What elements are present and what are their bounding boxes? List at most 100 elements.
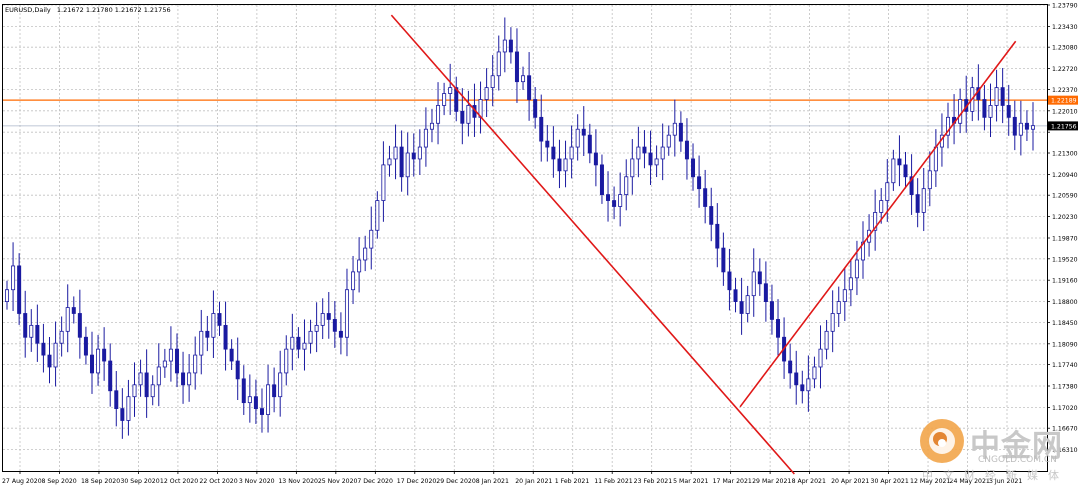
bull-candle-body: [879, 200, 884, 213]
y-tick-label: 1.18800: [1052, 299, 1078, 306]
candle: [375, 191, 380, 239]
bull-candle-body: [842, 289, 847, 302]
candle: [897, 135, 902, 187]
candle: [988, 83, 993, 138]
bull-candle-body: [211, 313, 216, 338]
candle: [776, 299, 781, 356]
candle: [344, 268, 349, 357]
bear-candle-body: [338, 330, 343, 338]
bear-candle-body: [102, 348, 107, 362]
bear-candle-body: [23, 313, 28, 338]
candle: [757, 258, 762, 296]
candle: [508, 27, 513, 64]
bull-candle-body: [927, 170, 932, 190]
bull-candle-body: [848, 277, 853, 291]
bull-candle-body: [284, 348, 289, 374]
trend-lines[interactable]: [390, 14, 1017, 475]
bear-candle-body: [399, 146, 404, 178]
bear-candle-body: [581, 128, 586, 136]
bull-candle-body: [29, 324, 34, 338]
bull-candle-body: [65, 307, 70, 332]
bull-candle-body: [958, 99, 963, 124]
candle: [23, 290, 28, 358]
bear-candle-body: [678, 122, 683, 142]
bear-candle-body: [691, 158, 696, 178]
candle: [873, 189, 878, 251]
candle: [642, 130, 647, 169]
candle: [278, 350, 283, 417]
bull-candle-body: [278, 372, 283, 398]
x-tick-label: 12 Oct 2020: [160, 478, 198, 485]
bear-candle-body: [241, 378, 246, 404]
bull-candle-body: [448, 87, 453, 94]
bear-candle-body: [454, 87, 459, 112]
bull-candle-body: [162, 360, 167, 368]
bull-candle-body: [502, 39, 507, 53]
bear-candle-body: [733, 289, 738, 302]
time-axis: 27 Aug 2020 8 Sep 2020 18 Sep 2020 30 Sep 2…: [2, 471, 1022, 485]
candle: [709, 187, 714, 242]
candle: [636, 126, 641, 178]
candle: [551, 126, 556, 178]
candle: [320, 298, 325, 340]
bull-candle-body: [168, 348, 173, 362]
candle: [648, 130, 653, 186]
candle: [357, 237, 362, 293]
bear-candle-body: [253, 396, 258, 409]
candle: [539, 94, 544, 162]
x-tick-label: 25 Nov 2020: [318, 478, 358, 485]
x-tick-label: 13 Nov 2020: [278, 478, 318, 485]
candle: [290, 313, 295, 371]
bear-candle-body: [89, 354, 94, 374]
bear-candle-body: [903, 164, 908, 178]
candle: [229, 339, 234, 370]
bull-candle-body: [873, 212, 878, 231]
candle: [727, 248, 732, 311]
candle: [788, 343, 793, 389]
bull-candle-body: [320, 313, 325, 326]
candle: [927, 151, 932, 207]
bear-candle-body: [223, 324, 228, 350]
bear-candle-body: [612, 200, 617, 207]
ohlc-values: 1.21672 1.21780 1.21672 1.21756: [57, 6, 171, 14]
y-tick-label: 1.20940: [1052, 172, 1078, 179]
bear-candle-body: [174, 348, 179, 374]
candle: [836, 286, 841, 327]
bear-candle-body: [593, 152, 598, 166]
y-tick-label: 1.18090: [1052, 341, 1078, 348]
bear-candle-body: [721, 247, 726, 273]
candle: [660, 123, 665, 181]
candle: [369, 206, 374, 270]
y-tick-label: 1.22720: [1052, 66, 1078, 73]
y-tick-label: 1.16310: [1052, 447, 1078, 454]
bear-candle-body: [642, 146, 647, 154]
bull-candle-body: [351, 271, 356, 291]
candle: [1031, 102, 1036, 151]
candle: [235, 337, 240, 401]
bull-candle-body: [751, 271, 756, 297]
candle: [587, 123, 592, 164]
bear-candle-body: [114, 390, 119, 409]
bull-candle-body: [933, 146, 938, 172]
candle: [454, 76, 459, 122]
bear-candle-body: [606, 194, 611, 201]
bear-candle-body: [71, 307, 76, 314]
candle: [854, 240, 859, 296]
candle: [108, 343, 113, 407]
candle: [903, 151, 908, 189]
bull-candle-body: [11, 265, 16, 291]
candle: [521, 66, 526, 90]
candle: [490, 55, 495, 107]
bull-candle-body: [618, 194, 623, 207]
bull-candle-body: [53, 342, 58, 368]
candle: [363, 235, 368, 272]
watermark-tagline: 中文财经新媒体: [922, 469, 1069, 482]
y-tick-label: 1.19520: [1052, 256, 1078, 263]
candle: [296, 327, 301, 359]
bear-candle-body: [259, 408, 264, 415]
bear-candle-body: [332, 319, 337, 332]
candle: [484, 68, 489, 118]
bull-candle-body: [660, 146, 665, 160]
